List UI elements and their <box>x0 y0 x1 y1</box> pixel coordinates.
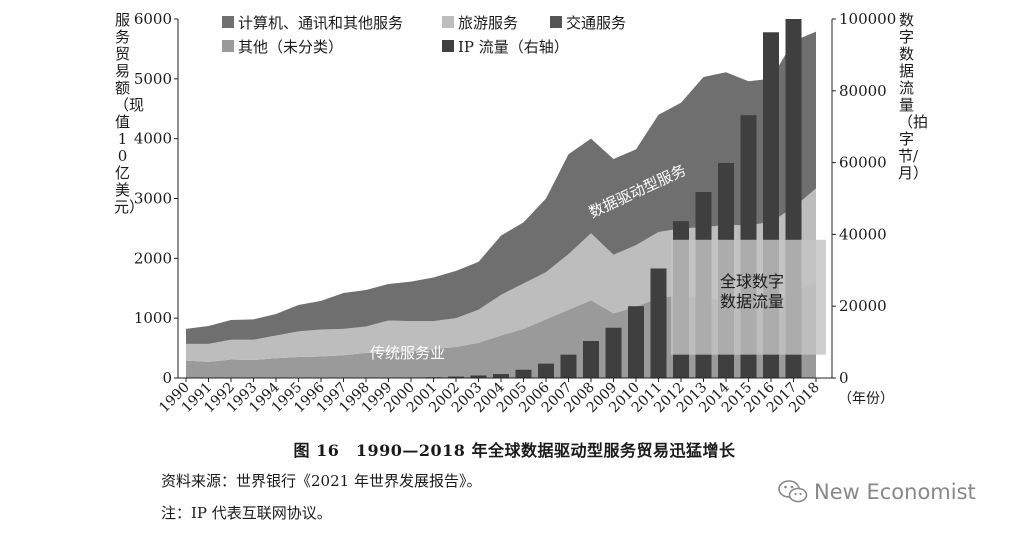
left-tick-label: 2000 <box>134 249 172 267</box>
global-data-flow-annotation-line-1: 全球数字 <box>720 272 784 291</box>
right-tick-label: 20000 <box>839 297 887 315</box>
ip-traffic-bar-2010 <box>628 306 644 378</box>
right-axis-title: 数字数据流量（拍字节/月） <box>898 11 929 182</box>
x-axis-unit-label: （年份） <box>838 391 894 407</box>
ip-traffic-bar-2005 <box>515 369 532 378</box>
area-series-3 <box>186 31 816 344</box>
legend-swatch-1 <box>222 16 234 28</box>
right-tick-label: 40000 <box>839 225 887 243</box>
watermark: New Economist <box>778 479 976 505</box>
legend-swatch-2 <box>442 16 454 28</box>
watermark-text: New Economist <box>814 480 976 504</box>
ip-traffic-bar-2006 <box>538 363 554 378</box>
left-axis-title: 服务贸易额（现值10亿美元） <box>114 11 145 216</box>
legend-swatch-4 <box>222 40 234 52</box>
legend-swatch-3 <box>550 16 562 28</box>
right-tick-label: 100000 <box>839 10 896 28</box>
wechat-icon <box>778 480 808 503</box>
legend-label-3: 交通服务 <box>566 14 626 32</box>
figure-caption: 图 16 1990—2018 年全球数据驱动型服务贸易迅猛增长 <box>293 441 736 460</box>
legend-label-4: 其他（未分类） <box>238 38 343 56</box>
chart-svg: 0100020003000400050006000020000400006000… <box>134 10 896 416</box>
left-tick-label: 0 <box>162 369 172 387</box>
legend-label-5: IP 流量（右轴） <box>458 38 569 56</box>
ip-traffic-bar-2003 <box>470 375 487 378</box>
right-tick-label: 0 <box>839 369 849 387</box>
ip-traffic-bar-2009 <box>605 327 622 378</box>
right-tick-label: 60000 <box>839 154 887 172</box>
left-tick-label: 5000 <box>134 70 172 88</box>
ip-traffic-bar-2004 <box>493 374 509 378</box>
ip-traffic-bar-2008 <box>583 341 599 378</box>
chart-area: 0 1000 2000 3000 4000 5000 6000 0 20000 40000 6000… <box>114 10 929 416</box>
left-tick-label: 3000 <box>134 190 172 208</box>
left-tick-label: 1000 <box>134 309 172 327</box>
left-tick-label: 4000 <box>134 130 172 148</box>
traditional-services-annotation: 传统服务业 <box>370 344 445 362</box>
ip-traffic-bar-2007 <box>560 354 577 378</box>
ip-traffic-bar-2011 <box>650 268 667 378</box>
ip-note: 注：IP 代表互联网协议。 <box>161 504 332 522</box>
global-data-flow-highlight <box>671 239 826 355</box>
legend-label-2: 旅游服务 <box>458 14 518 32</box>
source-note: 资料来源：世界银行《2021 年世界发展报告》。 <box>161 472 482 490</box>
legend-swatch-5 <box>442 40 454 52</box>
right-tick-label: 80000 <box>839 82 887 100</box>
ip-traffic-bar-2002 <box>448 376 464 378</box>
global-data-flow-annotation-line-2: 数据流量 <box>720 292 784 311</box>
legend-label-1: 计算机、通讯和其他服务 <box>238 14 403 32</box>
left-tick-label: 6000 <box>134 10 172 28</box>
